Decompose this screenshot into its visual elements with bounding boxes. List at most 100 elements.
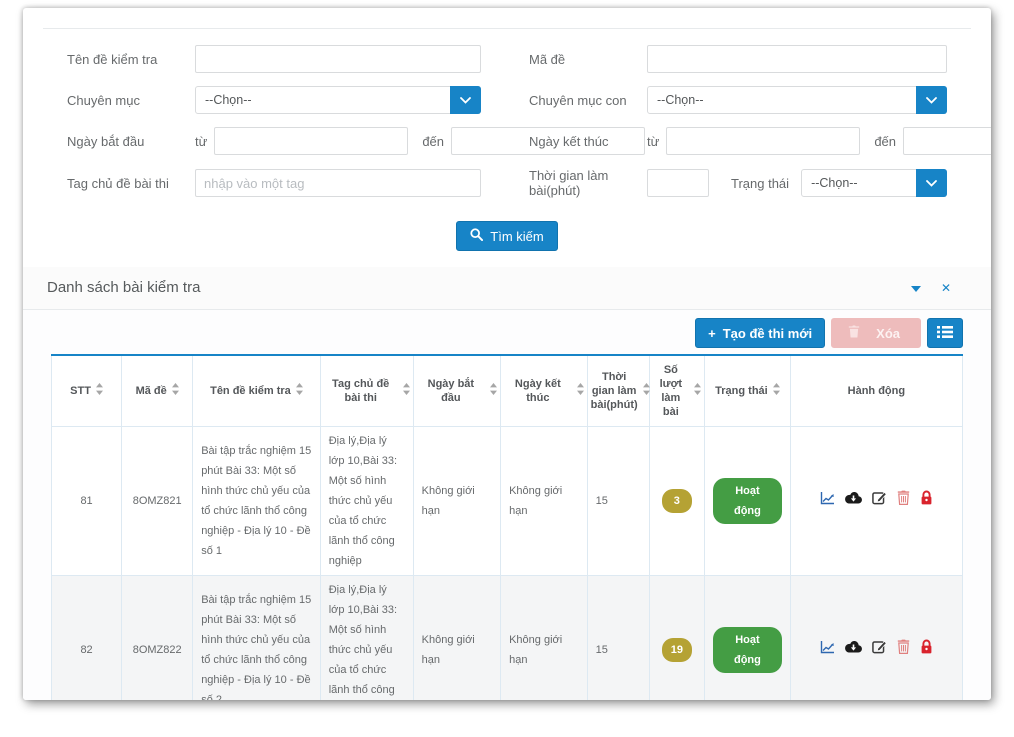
table-header-row: STT Mã đề Tên đề kiểm tra Tag chủ đề bài… (50, 354, 964, 427)
row-end-date: Không giới hạn (500, 575, 588, 700)
col-name[interactable]: Tên đề kiểm tra (192, 354, 321, 427)
row-name: Bài tập trắc nghiệm 15 phút Bài 33: Một … (192, 426, 321, 576)
chevron-down-icon (916, 169, 947, 197)
category-select[interactable]: --Chọn-- (195, 86, 481, 114)
sort-icon (490, 383, 498, 399)
col-attempts[interactable]: Số lượt làm bài (648, 354, 706, 427)
line-chart-icon[interactable] (820, 640, 835, 654)
sort-icon (402, 383, 410, 399)
category-select-value: --Chọn-- (205, 93, 252, 107)
row-start-date: Không giới hạn (412, 575, 502, 700)
panel-header: Danh sách bài kiểm tra ✕ (23, 267, 991, 310)
search-button[interactable]: Tìm kiếm (456, 221, 558, 251)
start-date-to-label: đến (422, 133, 445, 149)
col-status[interactable]: Trạng thái (704, 354, 791, 427)
cloud-download-icon[interactable] (844, 491, 862, 504)
start-date-from-input[interactable] (214, 127, 409, 155)
end-date-from-input[interactable] (666, 127, 861, 155)
trash-icon (848, 325, 860, 341)
subcategory-select[interactable]: --Chọn-- (647, 86, 947, 114)
tag-input[interactable] (195, 169, 481, 197)
create-test-button[interactable]: + Tạo đề thi mới (695, 318, 826, 348)
delete-button[interactable]: Xóa (831, 318, 921, 348)
lock-icon[interactable] (920, 639, 933, 654)
filter-row-4: Tag chủ đề bài thi Thời gian làm bài(phú… (43, 168, 971, 198)
row-tags: Địa lý,Địa lý lớp 10,Bài 33: Một số hình… (319, 575, 414, 700)
col-start-date[interactable]: Ngày bắt đầu (412, 354, 502, 427)
start-date-label: Ngày bắt đầu (67, 133, 145, 149)
table-toolbar: + Tạo đề thi mới Xóa (51, 318, 963, 348)
row-code: 8OMZ821 (121, 426, 194, 576)
status-select[interactable]: --Chọn-- (801, 169, 947, 197)
app-window: Tên đề kiểm tra Mã đề Chuyên mục --Chọn-… (23, 8, 991, 700)
test-code-label: Mã đề (529, 51, 566, 67)
status-badge: Hoạt động (713, 478, 782, 524)
panel-body: + Tạo đề thi mới Xóa (23, 310, 991, 700)
edit-icon[interactable] (872, 490, 887, 505)
row-name: Bài tập trắc nghiệm 15 phút Bài 33: Một … (192, 575, 321, 700)
list-view-button[interactable] (927, 318, 963, 348)
status-badge: Hoạt động (713, 627, 782, 673)
row-end-date: Không giới hạn (500, 426, 588, 576)
sort-icon (171, 383, 179, 399)
delete-button-label: Xóa (876, 325, 900, 341)
end-date-to-input[interactable] (903, 127, 991, 155)
lock-icon[interactable] (920, 490, 933, 505)
duration-label: Thời gian làm bài(phút) (529, 168, 609, 198)
sort-icon (694, 383, 702, 399)
attempts-badge: 19 (661, 638, 692, 662)
sort-icon (95, 383, 103, 399)
col-tags[interactable]: Tag chủ đề bài thi (319, 354, 414, 427)
filter-row-2: Chuyên mục --Chọn-- Chuyên mục con --Chọ… (43, 86, 971, 114)
row-tags: Địa lý,Địa lý lớp 10,Bài 33: Một số hình… (319, 426, 414, 576)
start-date-to-input[interactable] (451, 127, 646, 155)
tag-label: Tag chủ đề bài thi (67, 175, 169, 191)
subcategory-label: Chuyên mục con (529, 92, 627, 108)
search-icon (470, 228, 484, 244)
end-date-from-label: từ (647, 133, 660, 149)
col-end-date[interactable]: Ngày kết thúc (500, 354, 588, 427)
filter-row-3: Ngày bắt đầu từ đến Ngày kết thúc từ đến (43, 127, 991, 155)
collapse-caret-icon[interactable] (910, 282, 921, 294)
search-button-label: Tìm kiếm (490, 228, 544, 244)
sort-icon (576, 383, 584, 399)
status-label: Trạng thái (731, 175, 790, 191)
edit-icon[interactable] (872, 639, 887, 654)
line-chart-icon[interactable] (820, 491, 835, 505)
page-title: Danh sách bài kiểm tra (47, 279, 201, 296)
create-test-button-label: Tạo đề thi mới (722, 325, 813, 341)
col-code[interactable]: Mã đề (121, 354, 194, 427)
row-duration: 15 (586, 575, 650, 700)
test-name-input[interactable] (195, 45, 481, 73)
row-stt: 81 (50, 426, 123, 576)
cloud-download-icon[interactable] (844, 640, 862, 653)
end-date-to-label: đến (874, 133, 897, 149)
col-actions: Hành động (789, 354, 964, 427)
close-icon[interactable]: ✕ (940, 280, 951, 295)
filter-panel: Tên đề kiểm tra Mã đề Chuyên mục --Chọn-… (43, 28, 991, 267)
status-select-value: --Chọn-- (811, 176, 858, 190)
test-name-label: Tên đề kiểm tra (67, 51, 158, 67)
row-duration: 15 (586, 426, 650, 576)
col-stt[interactable]: STT (50, 354, 123, 427)
duration-input[interactable] (647, 169, 709, 197)
tests-table: STT Mã đề Tên đề kiểm tra Tag chủ đề bài… (50, 354, 964, 700)
end-date-label: Ngày kết thúc (529, 133, 609, 149)
list-icon (937, 325, 953, 342)
subcategory-select-value: --Chọn-- (657, 93, 704, 107)
sort-icon (772, 383, 780, 399)
sort-icon (642, 383, 650, 399)
filter-row-1: Tên đề kiểm tra Mã đề (43, 45, 971, 73)
chevron-down-icon (450, 86, 481, 114)
row-start-date: Không giới hạn (412, 426, 502, 576)
table-row: 81 8OMZ821 Bài tập trắc nghiệm 15 phút B… (50, 426, 964, 576)
trash-icon[interactable] (897, 490, 910, 506)
chevron-down-icon (916, 86, 947, 114)
row-stt: 82 (50, 575, 123, 700)
test-code-input[interactable] (647, 45, 947, 73)
row-code: 8OMZ822 (121, 575, 194, 700)
attempts-badge: 3 (661, 489, 692, 513)
table-row: 82 8OMZ822 Bài tập trắc nghiệm 15 phút B… (50, 575, 964, 700)
col-duration[interactable]: Thời gian làm bài(phút) (586, 354, 650, 427)
trash-icon[interactable] (897, 639, 910, 655)
